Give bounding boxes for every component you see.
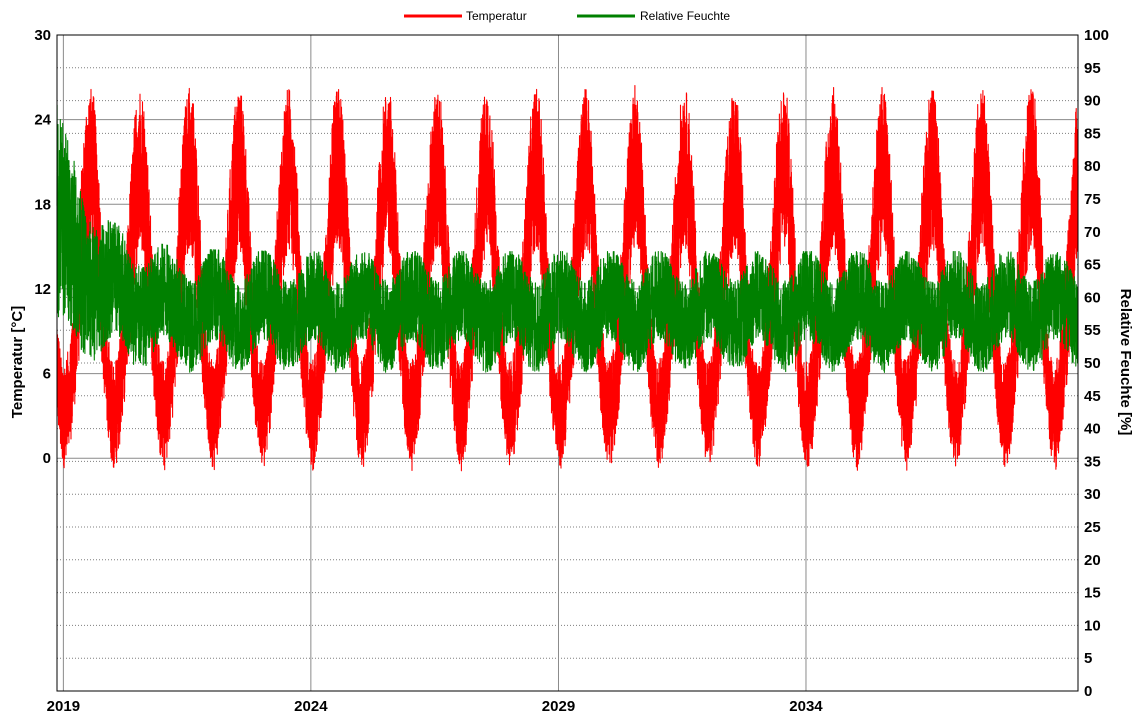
x-axis-ticks: 2019 2024 2029 2034	[47, 698, 824, 715]
tick-label-left-5: 30	[34, 27, 51, 44]
tick-label-right-10: 50	[1084, 355, 1101, 372]
legend-label-temperatur: Temperatur	[466, 9, 527, 23]
tick-label-right-7: 35	[1084, 453, 1101, 470]
y-axis-title-right: Relative Feuchte [%]	[1117, 289, 1134, 436]
y-axis-title-left: Temperatur [°C]	[9, 306, 26, 418]
legend: Temperatur Relative Feuchte	[404, 9, 730, 23]
tick-label-left-0: 0	[43, 450, 51, 467]
tick-label-x-3: 2034	[789, 698, 823, 715]
right-axis-ticks: 0 5 10 15 20 25 30 35 40 45 50 55 60 65 70 75 80 85 90 95 10…	[1084, 27, 1109, 700]
tick-label-right-17: 85	[1084, 125, 1101, 142]
tick-label-x-0: 2019	[47, 698, 80, 715]
tick-label-right-6: 30	[1084, 486, 1101, 503]
tick-label-left-1: 6	[43, 366, 51, 383]
tick-label-right-4: 20	[1084, 552, 1101, 569]
series-line-relative-feuchte	[56, 104, 1079, 373]
tick-label-right-0: 0	[1084, 683, 1092, 700]
left-axis-ticks: 0 6 12 18 24 30	[34, 27, 51, 467]
tick-label-right-14: 70	[1084, 224, 1101, 241]
legend-label-relative-feuchte: Relative Feuchte	[640, 9, 730, 23]
tick-label-left-2: 12	[34, 281, 51, 298]
tick-label-right-11: 55	[1084, 322, 1101, 339]
tick-label-right-3: 15	[1084, 585, 1101, 602]
tick-label-right-8: 40	[1084, 421, 1101, 438]
tick-label-right-5: 25	[1084, 519, 1101, 536]
tick-label-right-12: 60	[1084, 289, 1101, 306]
tick-label-right-2: 10	[1084, 617, 1101, 634]
tick-label-right-15: 75	[1084, 191, 1101, 208]
tick-label-right-13: 65	[1084, 257, 1101, 274]
tick-label-left-3: 18	[34, 196, 51, 213]
tick-label-right-20: 100	[1084, 27, 1109, 44]
tick-label-x-2: 2029	[542, 698, 575, 715]
tick-label-left-4: 24	[34, 112, 51, 129]
tick-label-right-16: 80	[1084, 158, 1101, 175]
tick-label-right-19: 95	[1084, 60, 1101, 77]
tick-label-right-18: 90	[1084, 93, 1101, 110]
tick-label-right-9: 45	[1084, 388, 1101, 405]
plot-frame	[56, 34, 1079, 692]
tick-label-x-1: 2024	[294, 698, 328, 715]
tick-label-right-1: 5	[1084, 650, 1092, 667]
series-layer	[56, 85, 1079, 472]
